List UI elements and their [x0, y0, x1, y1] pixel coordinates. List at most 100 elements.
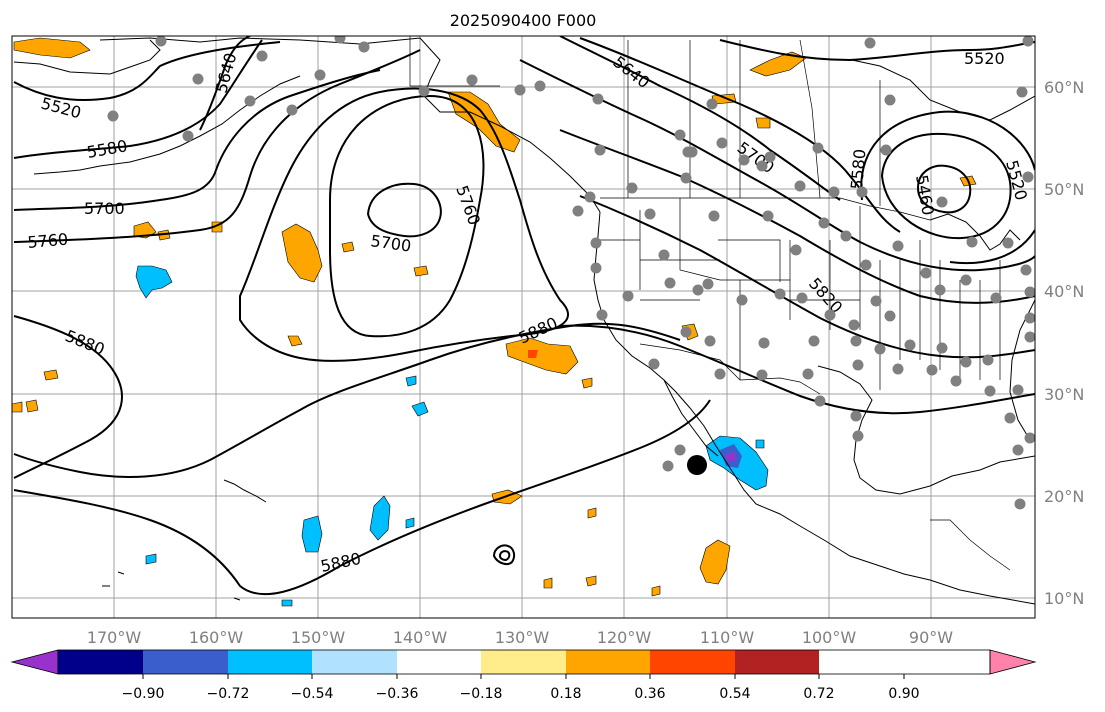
station-dot	[1012, 384, 1024, 396]
station-dot	[182, 130, 194, 142]
station-dot	[892, 240, 904, 252]
lat-label: 10°N	[1044, 589, 1084, 608]
station-dot	[1022, 36, 1034, 47]
station-dot	[764, 151, 776, 163]
contour-label: 5700	[84, 199, 125, 218]
contour-5580-east	[579, 37, 901, 233]
lat-label: 30°N	[1044, 385, 1084, 404]
fill-regions	[12, 37, 977, 607]
station-dot	[534, 80, 546, 92]
fill-region-orange	[413, 265, 429, 277]
lon-label: 120°W	[597, 628, 652, 647]
station-dot	[818, 217, 830, 229]
station-dot	[716, 137, 728, 149]
station-dot	[644, 208, 656, 220]
coastline-atlantic	[1009, 299, 1035, 441]
station-dot	[774, 288, 786, 300]
station-dot	[1024, 331, 1035, 343]
coastline-hudson	[851, 59, 1035, 121]
station-dot	[850, 410, 862, 422]
contour-5820-ring	[239, 87, 569, 362]
contour-label: 5580	[847, 148, 869, 190]
station-dot	[884, 310, 896, 322]
contour-5640-east	[559, 36, 841, 201]
fill-region-orange	[43, 369, 59, 381]
map-frame	[11, 35, 1036, 619]
colorbar-tick-labels: −0.90 −0.72 −0.54 −0.36 −0.18 0.18 0.36 …	[122, 686, 920, 702]
height-contours	[13, 36, 1035, 596]
contour-small-high	[492, 544, 516, 565]
border-canada-us	[600, 197, 931, 221]
station-dot	[936, 196, 948, 208]
fill-region-purple	[726, 452, 736, 462]
border-us-states	[600, 198, 1001, 390]
fill-region-orange	[587, 507, 597, 519]
lon-label: 100°W	[802, 628, 857, 647]
station-dot	[648, 358, 660, 370]
station-dot	[824, 309, 836, 321]
station-dot	[107, 110, 119, 122]
fill-region-orange	[755, 117, 771, 129]
station-dot	[418, 85, 430, 97]
station-dot	[808, 335, 820, 347]
station-dot	[1002, 237, 1014, 249]
station-dot	[840, 230, 852, 242]
contour-5820-east	[579, 195, 1035, 359]
station-dot	[674, 444, 686, 456]
station-dot	[594, 144, 606, 156]
fill-region-blue	[135, 265, 173, 299]
station-dot	[706, 98, 718, 110]
station-dot	[702, 278, 714, 290]
contour-5520-east	[719, 39, 1035, 62]
station-dot	[758, 337, 770, 349]
station-dot	[155, 36, 167, 47]
station-dot	[358, 41, 370, 53]
fill-region-blue	[755, 439, 765, 449]
station-dot	[920, 267, 932, 279]
contour-5520-low	[880, 132, 1012, 240]
station-dot	[1014, 498, 1026, 510]
station-dot	[860, 259, 872, 271]
station-markers	[107, 36, 1035, 510]
contour-label: 5760	[27, 230, 69, 252]
lon-label: 150°W	[291, 628, 346, 647]
colorbar-tick-label: −0.36	[376, 686, 419, 702]
fill-region-orange	[12, 401, 23, 413]
station-dot	[736, 294, 748, 306]
contour-5700-low	[366, 182, 442, 238]
station-dot	[950, 375, 962, 387]
station-dot	[1004, 412, 1016, 424]
colorbar-segment	[735, 650, 819, 674]
station-dot	[756, 160, 768, 172]
ocean-background	[12, 36, 1035, 618]
station-dot	[960, 356, 972, 368]
lat-label: 20°N	[1044, 487, 1084, 506]
contour-5700-west	[13, 69, 381, 211]
station-dot	[584, 191, 596, 203]
station-dot	[592, 93, 604, 105]
fill-region-red	[528, 350, 538, 358]
coastline-alaska-peninsula	[33, 75, 301, 175]
contour-5520	[13, 41, 281, 101]
contour-label: 5520	[964, 49, 1005, 68]
colorbar	[10, 649, 1037, 679]
station-dot	[874, 343, 886, 355]
station-dot	[622, 290, 634, 302]
fill-region-orange	[341, 241, 355, 253]
fill-region-blue	[145, 553, 157, 565]
border-canada-provinces	[627, 39, 881, 206]
station-dot	[658, 249, 670, 261]
lat-label: 60°N	[1044, 78, 1084, 97]
station-dot	[904, 339, 916, 351]
figure-title: 2025090400 F000	[450, 11, 597, 30]
station-dot	[990, 292, 1002, 304]
storm-marker	[687, 455, 707, 475]
fill-region-orange	[447, 91, 521, 153]
station-dot	[856, 186, 868, 198]
station-dot	[1012, 444, 1024, 456]
coastline-west-coast	[593, 211, 1035, 605]
colorbar-extend-right	[989, 649, 1037, 675]
lon-label: 130°W	[495, 628, 550, 647]
station-dot	[1022, 171, 1034, 183]
